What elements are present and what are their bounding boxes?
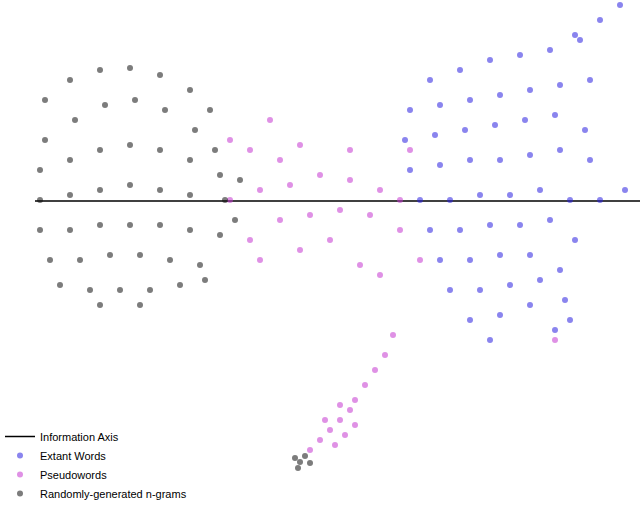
- svg-text:Extant Words: Extant Words: [40, 450, 106, 462]
- svg-text:Randomly-generated n-grams: Randomly-generated n-grams: [40, 488, 187, 500]
- svg-text:Information Axis: Information Axis: [40, 431, 119, 443]
- svg-text:Pseudowords: Pseudowords: [40, 469, 107, 481]
